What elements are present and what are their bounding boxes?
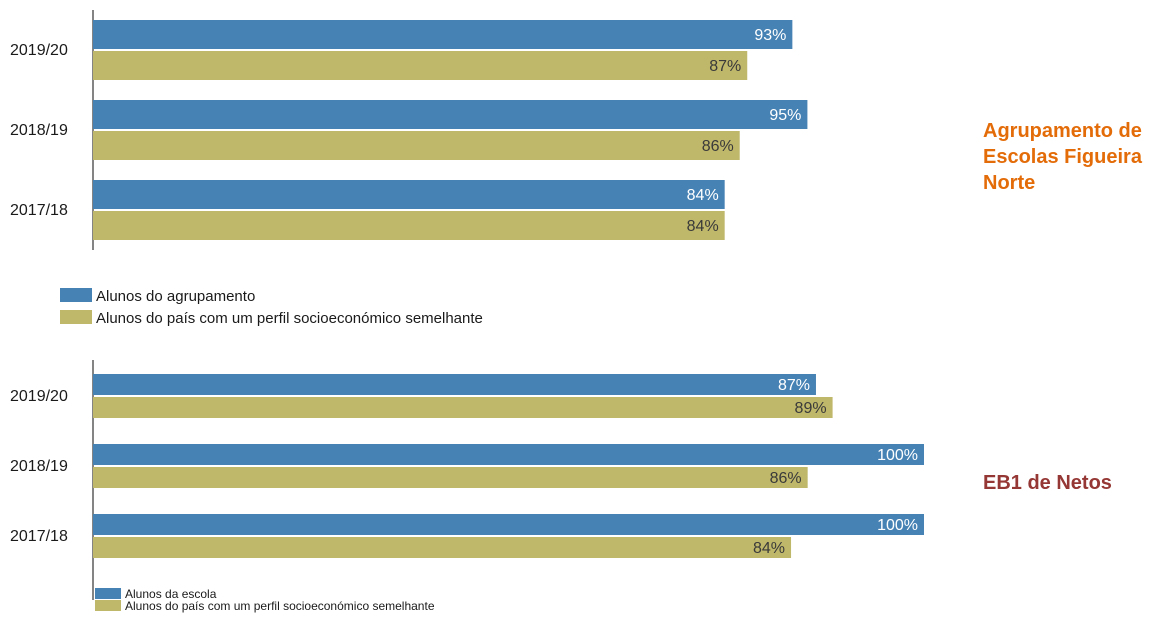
bar-secondary-2018-19 (93, 131, 740, 160)
side-title-agrupamento: Agrupamento de Escolas Figueira Norte (983, 120, 1142, 194)
legend-swatch-secondary (95, 600, 121, 611)
data-label-primary-2018-19: 95% (769, 107, 801, 124)
legend-swatch-primary (60, 288, 92, 302)
bar-secondary-2018-19 (93, 467, 808, 488)
bar-secondary-2019-20 (93, 397, 833, 418)
bar-primary-2017-18 (93, 180, 725, 209)
data-label-secondary-2017-18: 84% (753, 540, 785, 557)
bar-primary-2017-18 (93, 514, 924, 535)
legend-swatch-primary (95, 588, 121, 599)
data-label-primary-2019-20: 93% (754, 27, 786, 44)
bar-secondary-2017-18 (93, 537, 792, 558)
legend-label-secondary: Alunos do país com um perfil socioeconóm… (125, 599, 435, 613)
tick-label-2019-20: 2019/20 (10, 42, 68, 59)
tick-label-2019-20: 2019/20 (10, 388, 68, 405)
legend-label-primary: Alunos da escola (125, 587, 217, 601)
data-label-secondary-2019-20: 89% (795, 400, 827, 417)
bar-secondary-2017-18 (93, 211, 725, 240)
tick-label-2018-19: 2018/19 (10, 122, 68, 139)
tick-label-2017-18: 2017/18 (10, 202, 68, 219)
bar-primary-2018-19 (93, 444, 924, 465)
legend-swatch-secondary (60, 310, 92, 324)
bar-secondary-2019-20 (93, 51, 748, 80)
tick-label-2018-19: 2018/19 (10, 458, 68, 475)
data-label-primary-2019-20: 87% (778, 377, 810, 394)
data-label-primary-2017-18: 84% (687, 187, 719, 204)
data-label-secondary-2018-19: 86% (702, 138, 734, 155)
data-label-primary-2017-18: 100% (877, 517, 918, 534)
data-label-secondary-2017-18: 84% (687, 218, 719, 235)
data-label-primary-2018-19: 100% (877, 447, 918, 464)
tick-label-2017-18: 2017/18 (10, 528, 68, 545)
legend-label-secondary: Alunos do país com um perfil socioeconóm… (96, 310, 483, 327)
bar-primary-2018-19 (93, 100, 808, 129)
side-title-eb1-netos: EB1 de Netos (983, 472, 1112, 494)
bar-primary-2019-20 (93, 374, 816, 395)
legend-label-primary: Alunos do agrupamento (96, 288, 255, 305)
bar-primary-2019-20 (93, 20, 793, 49)
data-label-secondary-2019-20: 87% (709, 58, 741, 75)
data-label-secondary-2018-19: 86% (770, 470, 802, 487)
